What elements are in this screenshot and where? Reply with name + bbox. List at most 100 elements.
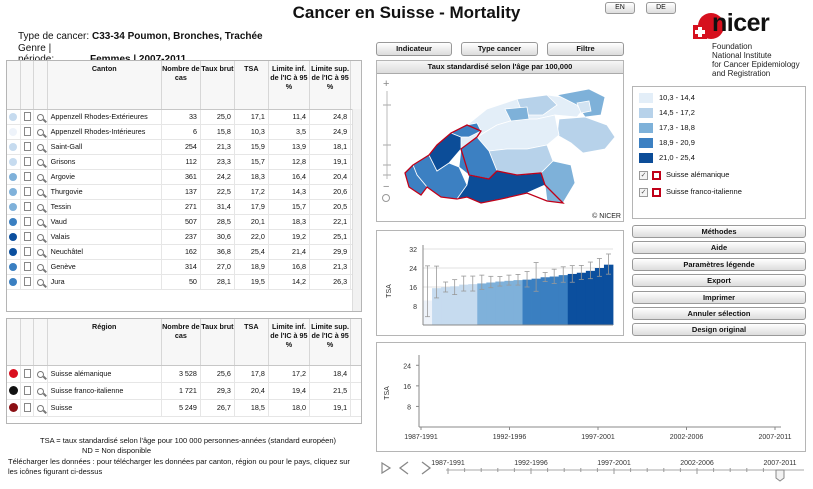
col-sup[interactable]: Limite sup. de l'IC à 95 % <box>309 61 352 110</box>
side-button-0[interactable]: Méthodes <box>632 225 806 238</box>
bar <box>477 283 487 325</box>
col-inf[interactable]: Limite inf. de l'IC à 95 % <box>268 61 311 110</box>
side-button-6[interactable]: Design original <box>632 323 806 337</box>
download-doc-icon[interactable] <box>23 112 31 122</box>
legend-range: 18,9 - 20,9 <box>639 137 695 149</box>
table-row[interactable]: Argovie 361 24,2 18,3 16,4 20,4 <box>7 169 361 185</box>
search-icon[interactable] <box>36 278 44 286</box>
legend-region[interactable]: ✓ Suisse alémanique <box>639 170 730 180</box>
table-row[interactable]: Tessin 271 31,4 17,9 15,7 20,5 <box>7 199 361 215</box>
row-tsa: 25,4 <box>234 244 269 260</box>
period-timeline[interactable]: 1987-1991 1992-1996 1997-2001 2002-2006 2007… <box>376 454 808 484</box>
search-icon[interactable] <box>36 143 44 151</box>
row-cas: 6 <box>161 124 201 140</box>
timeline-label: 2007-2011 <box>764 460 797 467</box>
search-icon[interactable] <box>36 248 44 256</box>
row-sup: 29,9 <box>309 244 352 260</box>
col-sup[interactable]: Limite sup. de l'IC à 95 % <box>309 319 352 366</box>
lang-de-button[interactable]: DE <box>646 2 676 14</box>
search-icon[interactable] <box>36 128 44 136</box>
table-row[interactable]: Suisse 5 249 26,7 18,5 18,0 19,1 <box>7 399 361 417</box>
col-inf[interactable]: Limite inf. de l'IC à 95 % <box>268 319 311 366</box>
download-doc-icon[interactable] <box>23 403 31 413</box>
download-doc-icon[interactable] <box>23 172 31 182</box>
color-dot-icon <box>9 128 18 137</box>
timeline-handle[interactable] <box>775 469 785 482</box>
download-doc-icon[interactable] <box>23 277 31 287</box>
download-doc-icon[interactable] <box>23 232 31 242</box>
tab-indicateur[interactable]: Indicateur <box>376 42 452 56</box>
color-dot-icon <box>9 233 18 242</box>
download-doc-icon[interactable] <box>23 217 31 227</box>
search-icon[interactable] <box>36 188 44 196</box>
side-button-5[interactable]: Annuler sélection <box>632 307 806 320</box>
col-canton[interactable]: Canton <box>47 61 162 110</box>
row-name: Suisse <box>47 399 162 417</box>
search-icon[interactable] <box>36 203 44 211</box>
bar <box>450 286 460 325</box>
table-row[interactable]: Saint-Gall 254 21,3 15,9 13,9 18,1 <box>7 139 361 155</box>
tsa-bar-chart[interactable]: 32 24 16 8 TSA <box>377 231 623 335</box>
search-icon[interactable] <box>36 387 44 395</box>
tab-type-cancer[interactable]: Type cancer <box>461 42 538 56</box>
prev-icon[interactable] <box>398 461 409 475</box>
search-icon[interactable] <box>36 218 44 226</box>
col-tsa[interactable]: TSA <box>234 319 269 366</box>
side-button-2[interactable]: Paramètres légende <box>632 257 806 271</box>
side-button-3[interactable]: Export <box>632 274 806 288</box>
tsa-trend-chart[interactable]: 24 16 8 TSA 1987-1991 1992-1996 1997-2001 2002-… <box>377 343 805 451</box>
y-axis-label: TSA <box>386 284 393 298</box>
table-row[interactable]: Valais 237 30,6 22,0 19,2 25,1 <box>7 229 361 245</box>
lang-en-button[interactable]: EN <box>605 2 635 14</box>
logo-subtitle: Foundation National Institute for Cancer… <box>712 42 800 78</box>
table-row[interactable]: Appenzell Rhodes-Extérieures 33 25,0 17,1 11… <box>7 109 361 125</box>
search-icon[interactable] <box>36 404 44 412</box>
timeline-label: 1987-1991 <box>431 460 465 467</box>
download-doc-icon[interactable] <box>23 142 31 152</box>
download-doc-icon[interactable] <box>23 202 31 212</box>
download-doc-icon[interactable] <box>23 187 31 197</box>
col-tsa[interactable]: TSA <box>234 61 269 110</box>
table-row[interactable]: Appenzell Rhodes-Intérieures 6 15,8 10,3 3,5… <box>7 124 361 140</box>
col-region[interactable]: Région <box>47 319 162 366</box>
table-row[interactable]: Vaud 507 28,5 20,1 18,3 22,1 <box>7 214 361 230</box>
side-button-4[interactable]: Imprimer <box>632 290 806 304</box>
download-doc-icon[interactable] <box>23 369 31 379</box>
col-brut[interactable]: Taux brut <box>200 61 235 110</box>
row-brut: 31,4 <box>200 199 235 215</box>
canton-scrollbar[interactable] <box>352 109 361 311</box>
color-dot-icon <box>9 248 18 257</box>
search-icon[interactable] <box>36 113 44 121</box>
switzerland-map[interactable]: + − © NICER <box>377 75 623 222</box>
table-row[interactable]: Suisse alémanique 3 528 25,6 17,8 17,2 18,4 <box>7 365 361 383</box>
search-icon[interactable] <box>36 173 44 181</box>
search-icon[interactable] <box>36 158 44 166</box>
row-inf: 17,2 <box>268 365 311 383</box>
download-doc-icon[interactable] <box>23 247 31 257</box>
legend-region[interactable]: ✓ Suisse franco-italienne <box>639 187 742 197</box>
search-icon[interactable] <box>36 370 44 378</box>
col-brut[interactable]: Taux brut <box>200 319 235 366</box>
side-button-1[interactable]: Aide <box>632 241 806 255</box>
col-cas[interactable]: Nombre de cas <box>161 61 201 110</box>
download-doc-icon[interactable] <box>23 262 31 272</box>
y-tick-label: 24 <box>409 266 417 273</box>
table-row[interactable]: Genève 314 27,0 18,9 16,8 21,3 <box>7 259 361 275</box>
legend-swatch <box>639 138 653 149</box>
col-cas[interactable]: Nombre de cas <box>161 319 201 366</box>
next-icon[interactable] <box>421 461 432 475</box>
table-row[interactable]: Jura 50 28,1 19,5 14,2 26,3 <box>7 274 361 290</box>
table-row[interactable]: Neuchâtel 162 36,8 25,4 21,4 29,9 <box>7 244 361 260</box>
download-doc-icon[interactable] <box>23 386 31 396</box>
download-doc-icon[interactable] <box>23 127 31 137</box>
tab-filtre[interactable]: Filtre <box>547 42 624 56</box>
table-row[interactable]: Thurgovie 137 22,5 17,2 14,3 20,6 <box>7 184 361 200</box>
play-icon[interactable] <box>381 461 392 475</box>
table-row[interactable]: Grisons 112 23,3 15,7 12,8 19,1 <box>7 154 361 170</box>
table-row[interactable]: Suisse franco-italienne 1 721 29,3 20,4 19,4… <box>7 382 361 400</box>
download-doc-icon[interactable] <box>23 157 31 167</box>
search-icon[interactable] <box>36 233 44 241</box>
cancer-type-info: Type de cancer: C33-34 Poumon, Bronches, … <box>18 31 263 42</box>
row-name: Jura <box>47 274 162 290</box>
search-icon[interactable] <box>36 263 44 271</box>
